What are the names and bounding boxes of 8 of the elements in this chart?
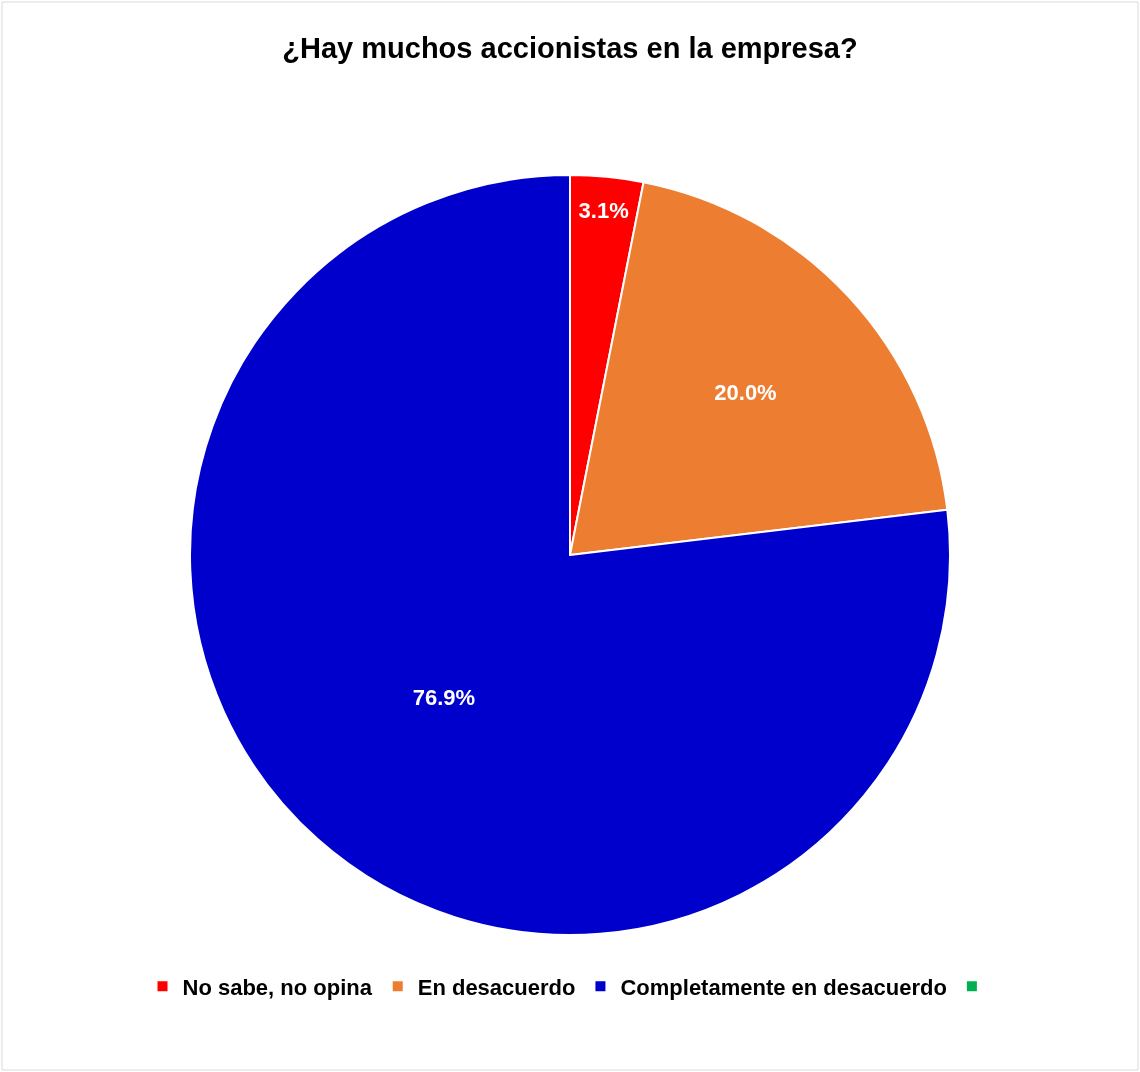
pie-slice bbox=[189, 174, 951, 936]
data-label: 20.0% bbox=[714, 379, 777, 405]
legend-label: No sabe, no opina bbox=[182, 974, 373, 1000]
legend-label: En desacuerdo bbox=[417, 974, 576, 1000]
legend-label: Completamente en desacuerdo bbox=[620, 974, 947, 1000]
data-label: 3.1% bbox=[578, 197, 629, 223]
data-label: 76.9% bbox=[412, 684, 476, 710]
chart-title: ¿Hay muchos accionistas en la empresa? bbox=[282, 32, 858, 65]
